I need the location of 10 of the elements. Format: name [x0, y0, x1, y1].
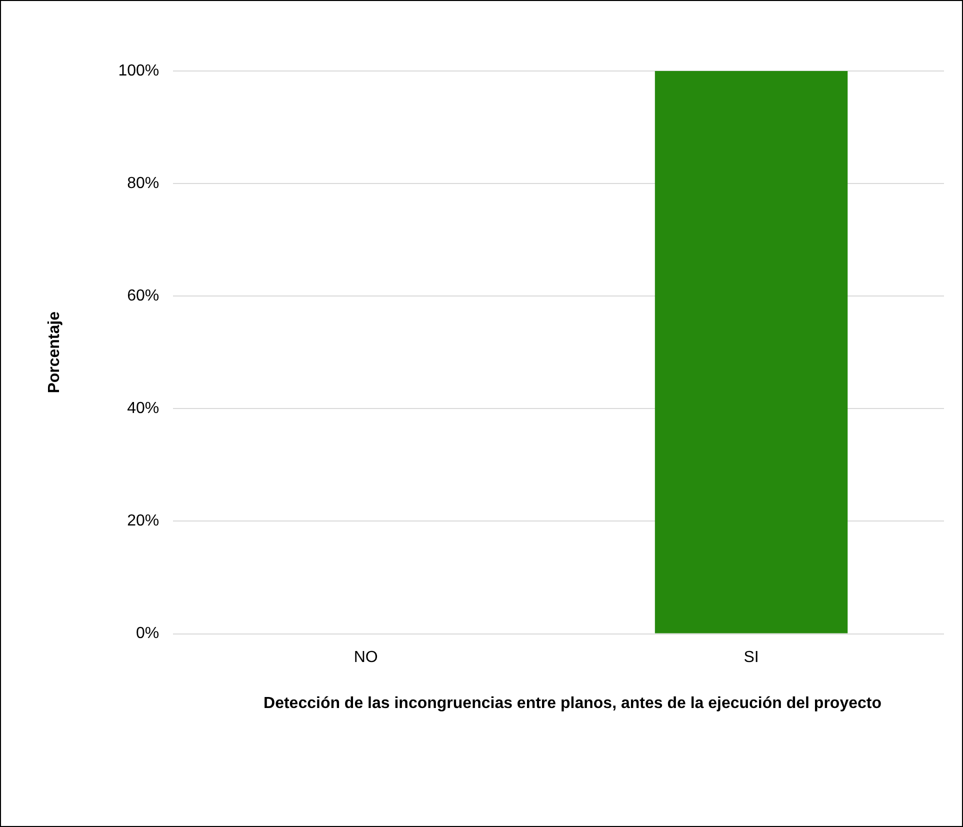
- y-tick-label: 100%: [118, 62, 160, 80]
- x-axis-title: Detección de las incongruencias entre planos, antes de la ejecución del proyecto: [262, 694, 882, 714]
- y-tick-label: 20%: [127, 512, 160, 530]
- y-tick-label: 40%: [127, 400, 160, 418]
- y-tick-label: 0%: [136, 625, 160, 642]
- y-tick-label: 60%: [127, 288, 160, 305]
- x-tick-label: NO: [354, 648, 378, 666]
- x-tick-label: SI: [744, 648, 759, 666]
- y-tick-label: 80%: [127, 174, 160, 192]
- y-axis-title: Porcentaje: [46, 311, 64, 394]
